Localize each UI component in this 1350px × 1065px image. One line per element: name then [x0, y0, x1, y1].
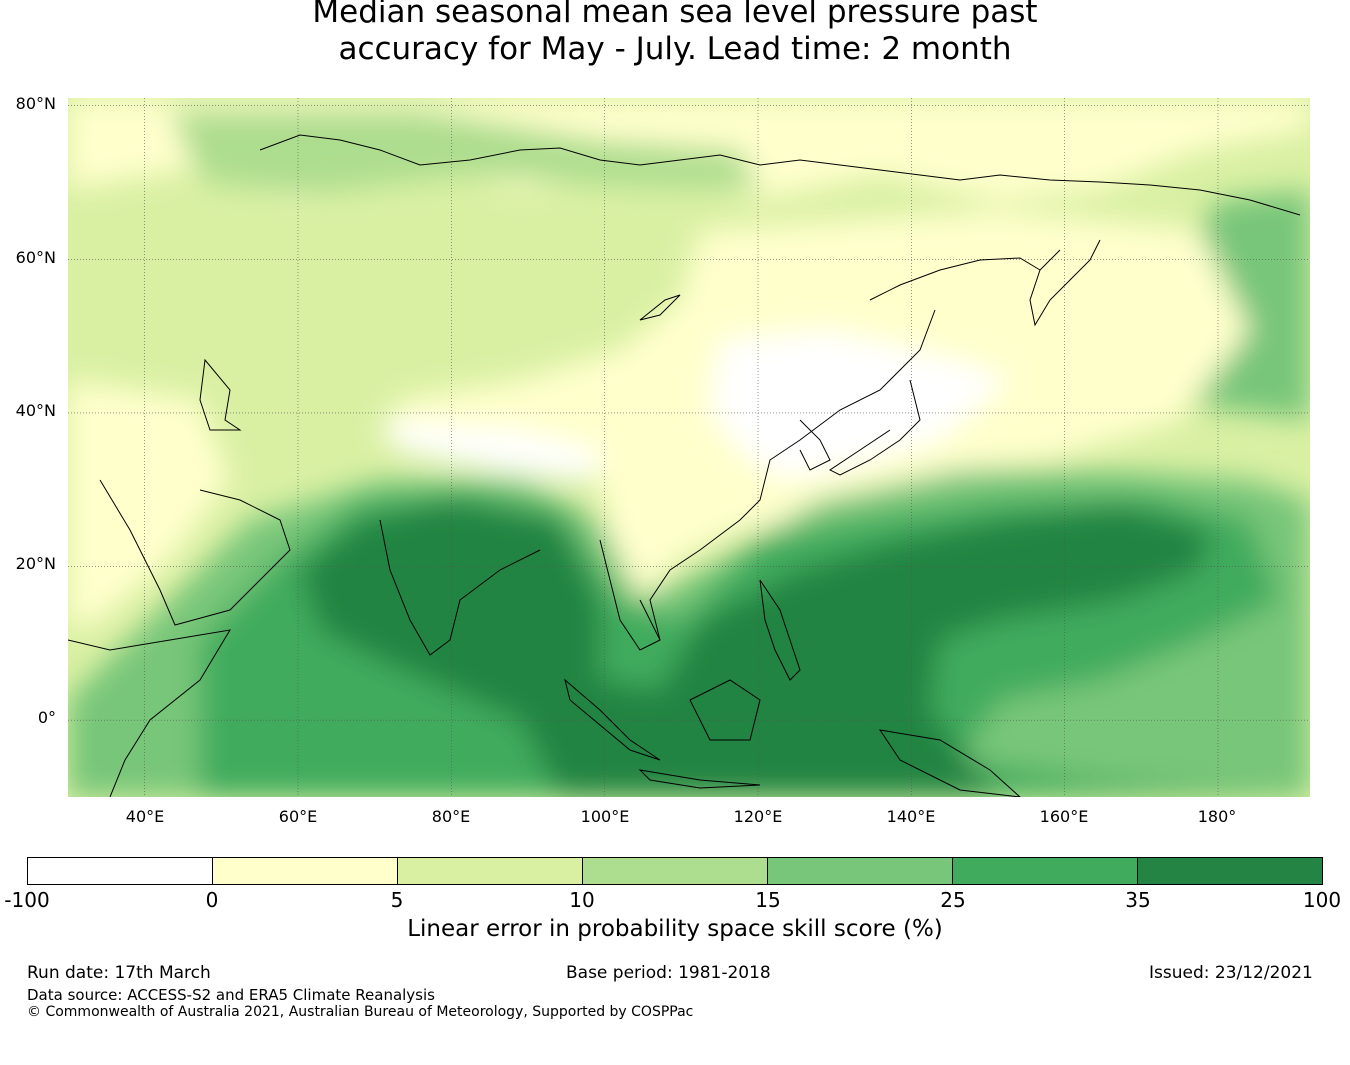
colorbar-label: Linear error in probability space skill … [407, 916, 943, 942]
lon-label-40e: 40°E [125, 807, 165, 826]
lon-label-120e: 120°E [733, 807, 783, 826]
coast-indochina [599, 539, 661, 651]
coast-okhotsk [869, 257, 1041, 301]
colorbar-segment-3 [398, 858, 583, 884]
lat-label-20n: 20°N [15, 554, 56, 573]
title-line-2: accuracy for May - July. Lead time: 2 mo… [338, 31, 1012, 67]
coast-kamchatka [1029, 239, 1101, 327]
lon-label-60e: 60°E [278, 807, 318, 826]
region-caspian-pale [68, 380, 230, 630]
coast-arctic [259, 134, 1301, 216]
colorbar-segment-1 [28, 858, 213, 884]
coast-new-guinea [878, 729, 1021, 797]
coast-java [638, 769, 761, 789]
coast-japan [829, 379, 921, 476]
colorbar-tick-4: 15 [755, 888, 781, 912]
copyright: © Commonwealth of Australia 2021, Austra… [27, 1004, 694, 1020]
coast-africa [68, 629, 231, 797]
lon-label-180: 180° [1197, 807, 1237, 826]
lon-label-160e: 160°E [1039, 807, 1089, 826]
lon-label-100e: 100°E [580, 807, 630, 826]
coast-korea [799, 419, 831, 471]
coast-arabia [99, 479, 291, 626]
title-line-1: Median seasonal mean sea level pressure … [312, 0, 1038, 30]
coast-india [379, 519, 541, 656]
colorbar-tick-2: 5 [390, 888, 404, 912]
data-source: Data source: ACCESS-S2 and ERA5 Climate … [27, 986, 435, 1004]
chart-title: Median seasonal mean sea level pressure … [0, 0, 1350, 68]
lat-label-80n: 80°N [15, 94, 56, 113]
coastlines [68, 134, 1301, 797]
lat-label-60n: 60°N [15, 248, 56, 267]
colorbar-tick-6: 35 [1125, 888, 1151, 912]
skill-regions [68, 98, 1310, 797]
skill-score-map [68, 98, 1310, 797]
coast-caspian [199, 358, 242, 431]
colorbar-segment-2 [213, 858, 398, 884]
colorbar-tick-0: -100 [4, 888, 50, 912]
colorbar-tick-5: 25 [940, 888, 966, 912]
lon-label-80e: 80°E [431, 807, 471, 826]
colorbar-tick-3: 10 [569, 888, 595, 912]
colorbar-tick-1: 0 [205, 888, 219, 912]
colorbar-segment-7 [1138, 858, 1322, 884]
coast-sumatra [564, 678, 661, 761]
issued-date: Issued: 23/12/2021 [1149, 963, 1313, 983]
coast-east-asia [649, 309, 936, 641]
run-date: Run date: 17th March [27, 963, 211, 983]
region-arctic-green [170, 110, 760, 195]
lat-label-0: 0° [37, 708, 56, 727]
colorbar-segment-4 [583, 858, 768, 884]
colorbar-segment-6 [953, 858, 1138, 884]
region-tibet-white [380, 420, 600, 480]
lon-label-140e: 140°E [886, 807, 936, 826]
coast-borneo [689, 679, 761, 741]
skill-field [68, 98, 1310, 797]
graticule [68, 98, 1310, 797]
colorbar [27, 857, 1323, 885]
coast-philippines [759, 579, 801, 681]
coast-baikal [639, 294, 681, 321]
colorbar-tick-7: 100 [1302, 888, 1342, 912]
region-low-skill-white [710, 330, 1010, 480]
colorbar-segment-5 [768, 858, 953, 884]
lat-label-40n: 40°N [15, 401, 56, 420]
base-period: Base period: 1981-2018 [566, 963, 771, 983]
region-south-asia-35 [300, 500, 1210, 797]
